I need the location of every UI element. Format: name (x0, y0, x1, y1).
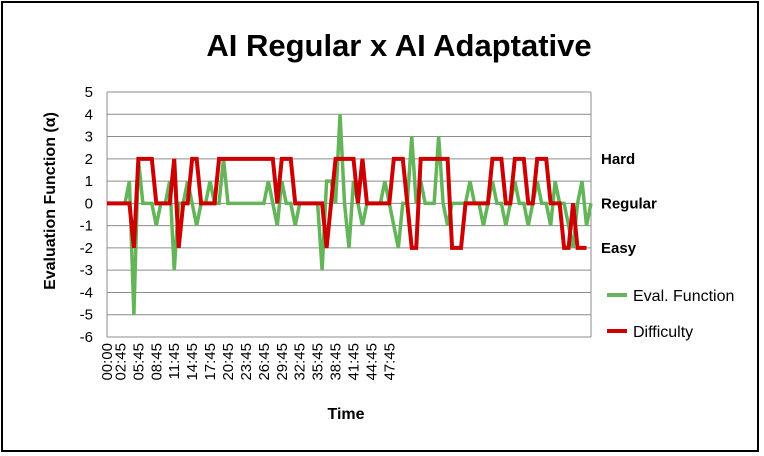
x-tick-label: 17:45 (202, 343, 219, 381)
y-axis-title: Evaluation Function (α) (42, 112, 59, 290)
x-tick-label: 26:45 (256, 343, 273, 381)
x-tick-label: 35:45 (310, 343, 327, 381)
x-tick-label: 11:45 (166, 343, 183, 379)
x-tick-label: 29:45 (274, 343, 291, 381)
x-axis-title: Time (327, 406, 364, 423)
axes (106, 92, 592, 337)
y-tick-label: 5 (85, 84, 93, 101)
y-tick-label: -6 (80, 329, 93, 346)
series-line-eval-function (107, 114, 593, 315)
x-tick-label: 41:45 (345, 343, 362, 381)
chart-svg: AI Regular x AI Adaptative Evaluation Fu… (42, 28, 734, 423)
series-line-difficulty (107, 156, 587, 250)
x-tick-label: 38:45 (328, 343, 345, 381)
difficulty-label-hard: Hard (601, 151, 635, 168)
legend-label-difficulty: Difficulty (633, 324, 693, 341)
chart-title: AI Regular x AI Adaptative (206, 28, 591, 63)
x-tick-label: 20:45 (220, 343, 237, 381)
y-tick-label: -3 (80, 262, 93, 279)
difficulty-labels: Hard Regular Easy (601, 151, 657, 257)
y-tick-label: -5 (80, 307, 93, 324)
y-tick-label: -2 (80, 240, 93, 257)
x-tick-label: 44:45 (363, 343, 380, 381)
difficulty-label-regular: Regular (601, 195, 657, 212)
legend: Eval. Function Difficulty (607, 288, 734, 341)
y-tick-labels: 5 4 3 2 1 0 -1 -2 -3 -4 -5 -6 (80, 84, 93, 346)
x-tick-label: 32:45 (292, 343, 309, 381)
y-tick-label: 1 (85, 173, 93, 190)
x-tick-label: 23:45 (238, 343, 255, 381)
x-tick-label: 02:45 (112, 343, 129, 381)
difficulty-label-easy: Easy (601, 240, 637, 257)
y-tick-label: -4 (80, 284, 93, 301)
y-tick-label: 3 (85, 129, 93, 146)
x-tick-label: 47:45 (381, 343, 398, 381)
x-tick-label: 00:00 (99, 343, 116, 381)
y-tick-label: 4 (85, 106, 93, 123)
series-lines (107, 114, 593, 315)
y-tick-label: 0 (85, 195, 93, 212)
legend-label-eval-function: Eval. Function (633, 288, 734, 305)
y-tick-label: -1 (80, 218, 93, 235)
x-tick-label: 14:45 (184, 343, 201, 381)
x-tick-label: 08:45 (148, 343, 165, 381)
y-tick-label: 2 (85, 151, 93, 168)
x-tick-label: 05:45 (130, 343, 147, 381)
